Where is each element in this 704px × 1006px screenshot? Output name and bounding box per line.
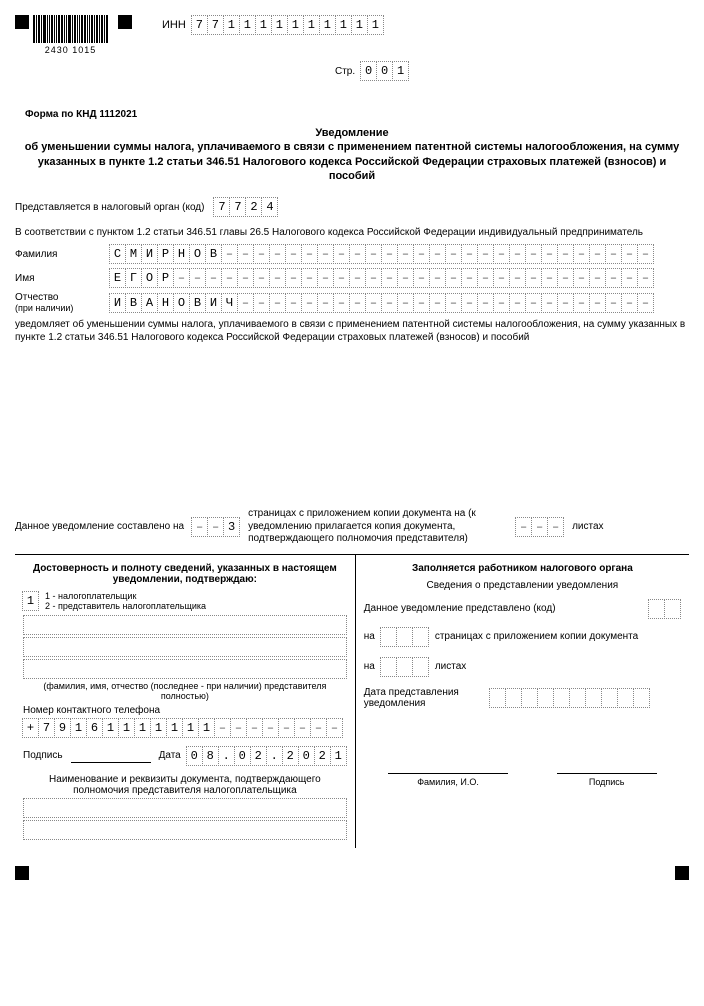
doc-line-2 (23, 820, 347, 840)
tax-authority-label: Представляется в налоговый орган (код) (15, 202, 204, 213)
right-line3-cells (381, 657, 429, 677)
document-title: Уведомлениеоб уменьшении суммы налога, у… (15, 126, 689, 183)
pages-prefix: Данное уведомление составлено на (15, 521, 184, 534)
who-legend: 1 - налогоплательщик2 - представитель на… (45, 591, 206, 611)
right-line1-cells (649, 599, 681, 619)
notify-text: уведомляет об уменьшении суммы налога, у… (15, 319, 689, 344)
surname-cells: СМИРНОВ (110, 244, 654, 264)
right-sub: Сведения о представлении уведомления (364, 580, 681, 591)
surname-label: Фамилия (15, 249, 110, 260)
page-label: Стр. (335, 66, 355, 77)
barcode-number: 2430 1015 (33, 45, 108, 55)
form-code: Форма по КНД 1112021 (25, 109, 689, 120)
rep-name-line-2 (23, 637, 347, 657)
right-date-label: Дата представления уведомления (364, 687, 484, 709)
tax-authority-cells: 7724 (214, 197, 278, 217)
pages-mid: страницах с приложением копии документа … (248, 508, 508, 546)
rep-note: (фамилия, имя, отчество (последнее - при… (23, 681, 347, 701)
inn-cells: 771111111111 (192, 15, 384, 35)
given-label: Имя (15, 273, 110, 284)
given-cells: ЕГОР (110, 268, 654, 288)
right-line2-cells (381, 627, 429, 647)
right-sig: Подпись (557, 777, 657, 787)
phone-cells: +79161111111 (23, 718, 343, 738)
rep-name-line-1 (23, 615, 347, 635)
right-line1: Данное уведомление представлено (код) (364, 603, 556, 614)
phone-label: Номер контактного телефона (23, 705, 347, 716)
sheets-cells (516, 517, 564, 537)
left-heading: Достоверность и полноту сведений, указан… (23, 563, 347, 585)
right-fio: Фамилия, И.О. (388, 777, 508, 787)
rep-name-line-3 (23, 659, 347, 679)
pages-cells: 3 (192, 517, 240, 537)
right-line3b: листах (435, 661, 466, 672)
corner-square-tl2 (118, 15, 132, 29)
doc-heading: Наименование и реквизиты документа, подт… (23, 774, 347, 796)
right-line2b: страницах с приложением копии документа (435, 631, 638, 642)
corner-square-tl (15, 15, 29, 29)
inn-label: ИНН (162, 19, 186, 31)
patronymic-label: Отчество (15, 292, 110, 303)
corner-square-bl (15, 866, 29, 880)
page-cells: 001 (361, 61, 409, 81)
date-cells: 08.02.2021 (187, 746, 347, 766)
sig-label: Подпись (23, 750, 63, 761)
doc-line-1 (23, 798, 347, 818)
patronymic-note: (при наличии) (15, 303, 110, 313)
right-date-cells (490, 688, 650, 708)
pages-suffix: листах (572, 521, 603, 534)
who-cell: 1 (23, 591, 39, 611)
patronymic-cells: ИВАНОВИЧ (110, 293, 654, 313)
right-heading: Заполняется работником налогового органа (364, 563, 681, 574)
right-line3a: на (364, 661, 375, 672)
barcode: 2430 1015 (33, 15, 108, 55)
date-label: Дата (159, 750, 181, 761)
corner-square-br (675, 866, 689, 880)
right-line2a: на (364, 631, 375, 642)
intro-text: В соответствии с пунктом 1.2 статьи 346.… (15, 227, 689, 238)
